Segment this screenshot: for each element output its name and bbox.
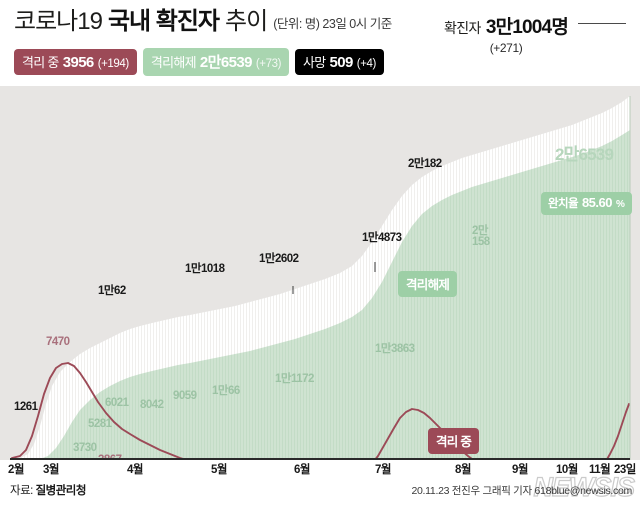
x-tick-feb: 2월 <box>8 464 24 476</box>
x-tick-jul: 7월 <box>375 464 391 476</box>
data-label-total-1261: 1261 <box>14 401 38 413</box>
data-label-total-11018: 1만1018 <box>185 263 225 275</box>
series-released-area <box>10 130 630 460</box>
data-label-released-5281: 5281 <box>88 418 112 430</box>
data-label-released-20158: 2만158 <box>472 225 490 248</box>
x-tick-day23: 23일 <box>614 464 636 476</box>
data-label-isolated-7470: 7470 <box>46 336 70 348</box>
badge-released-delta: (+73) <box>255 58 282 70</box>
total-confirmed-delta: (+271) <box>489 41 523 55</box>
total-confirmed: 확진자 3만1004명 (+271) <box>386 12 626 55</box>
x-tick-jun: 6월 <box>294 464 310 476</box>
source-note: 자료: 질병관리청 <box>10 482 86 498</box>
data-label-released-8042: 8042 <box>140 399 164 411</box>
leader-line <box>578 23 626 24</box>
title-part-1: 코로나19 <box>14 8 103 35</box>
source-name: 질병관리청 <box>35 485 87 497</box>
x-tick-sep: 9월 <box>512 464 528 476</box>
data-label-total-12602: 1만2602 <box>259 253 299 265</box>
data-label-released-9059: 9059 <box>173 390 197 402</box>
badge-deaths-delta: (+4) <box>356 58 377 70</box>
x-tick-apr: 4월 <box>127 464 143 476</box>
badge-released-value: 2만6539 <box>199 54 253 71</box>
chart-area: 1261 1만62 1만1018 1만2602 1만4873 2만182 24 … <box>0 86 640 460</box>
data-label-isolated-3867: 3867 <box>98 454 122 460</box>
series-tag-isolated-pointer <box>452 448 462 454</box>
badge-isolated-delta: (+194) <box>97 58 130 70</box>
series-isolated-line <box>11 362 630 460</box>
badge-isolated[interactable]: 격리 중 3956 (+194) <box>14 49 137 75</box>
x-tick-nov: 11월 <box>589 464 611 476</box>
summary-badges: 격리 중 3956 (+194) 격리해제 2만6539 (+73) 사망 50… <box>14 48 384 76</box>
badge-deaths[interactable]: 사망 509 (+4) <box>295 49 384 75</box>
title-part-2: 국내 확진자 <box>107 8 220 35</box>
source-label: 자료: <box>10 485 33 497</box>
data-label-total-20182: 2만182 <box>408 158 442 170</box>
x-tick-may: 5월 <box>211 464 227 476</box>
footer: 자료: 질병관리청 NEWSIS 20.11.23 전진우 그래픽 기자 618… <box>0 471 640 506</box>
unit-note: (단위: 명) 23일 0시 기준 <box>273 17 392 31</box>
x-tick-mar: 3월 <box>43 464 59 476</box>
badge-deaths-label: 사망 <box>303 55 326 70</box>
badge-isolated-label: 격리 중 <box>22 55 59 70</box>
x-axis-line <box>10 458 630 460</box>
data-label-released-6021: 6021 <box>105 397 129 409</box>
page-title: 코로나19 국내 확진자 추이 (단위: 명) 23일 0시 기준 <box>14 10 392 34</box>
data-label-released-10066: 1만66 <box>212 385 240 397</box>
x-tick-aug: 8월 <box>455 464 471 476</box>
x-axis: 2월 3월 4월 5월 6월 7월 8월 9월 10월 11월 23일 <box>0 458 640 478</box>
data-label-released-11172: 1만1172 <box>275 373 314 385</box>
x-tick-oct: 10월 <box>556 464 578 476</box>
data-label-total-10062: 1만62 <box>98 285 126 297</box>
badge-released[interactable]: 격리해제 2만6539 (+73) <box>142 48 289 76</box>
data-label-total-14873: 1만4873 <box>362 232 402 244</box>
badge-isolated-value: 3956 <box>62 54 95 71</box>
badge-released-label: 격리해제 <box>150 55 197 70</box>
chart-svg <box>10 96 631 460</box>
data-label-released-13863: 1만3863 <box>375 343 415 355</box>
data-label-released-total: 2만6539 <box>555 145 614 164</box>
badge-deaths-value: 509 <box>329 54 354 71</box>
credit-line: 20.11.23 전진우 그래픽 기자 618blue@newsis.com <box>411 485 632 497</box>
title-part-3: 추이 <box>225 8 268 35</box>
series-tag-released-pointer <box>424 291 434 297</box>
header: 코로나19 국내 확진자 추이 (단위: 명) 23일 0시 기준 격리 중 3… <box>0 0 640 86</box>
recovery-rate-value: 85.60 <box>581 195 613 210</box>
total-confirmed-label: 확진자 <box>443 20 481 36</box>
total-confirmed-value: 3만1004명 <box>485 17 569 38</box>
recovery-rate-badge: 완치율 85.60 % <box>541 192 632 215</box>
data-label-released-3730: 3730 <box>73 442 97 454</box>
recovery-rate-label: 완치율 <box>548 198 579 210</box>
recovery-rate-unit: % <box>616 199 625 210</box>
